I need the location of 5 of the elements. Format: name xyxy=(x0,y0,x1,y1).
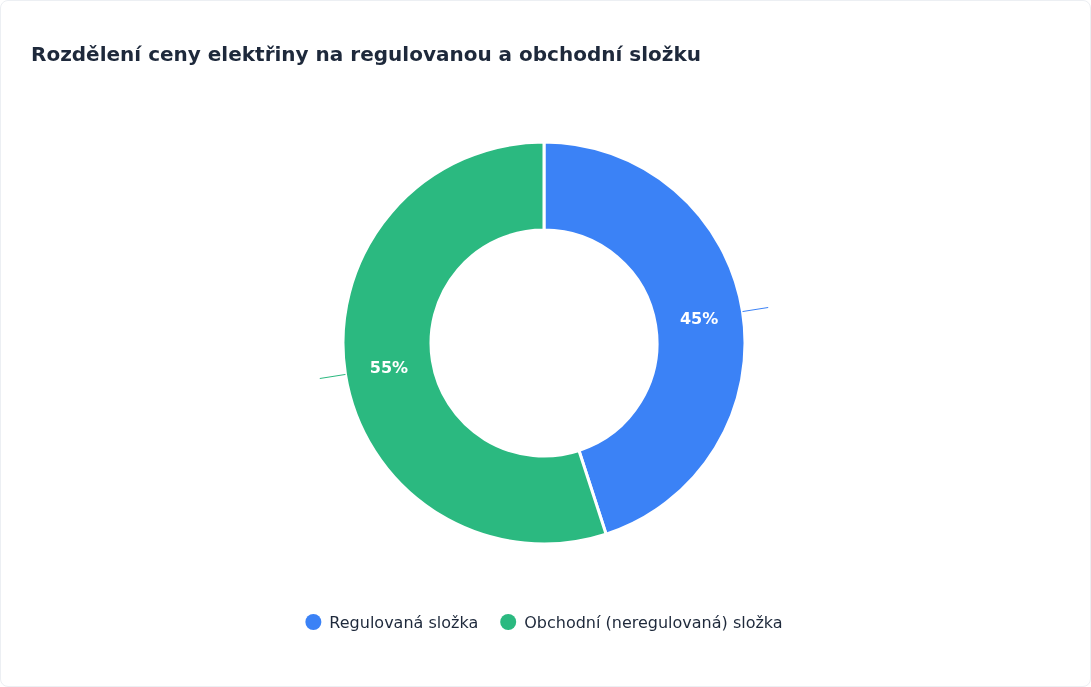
legend-label: Regulovaná složka xyxy=(329,612,479,632)
legend-label: Obchodní (neregulovaná) složka xyxy=(524,612,783,632)
chart-title: Rozdělení ceny elektřiny na regulovanou a obchodní složku xyxy=(31,42,701,66)
data-label: 55% xyxy=(369,358,409,378)
data-label: 45% xyxy=(679,309,719,329)
